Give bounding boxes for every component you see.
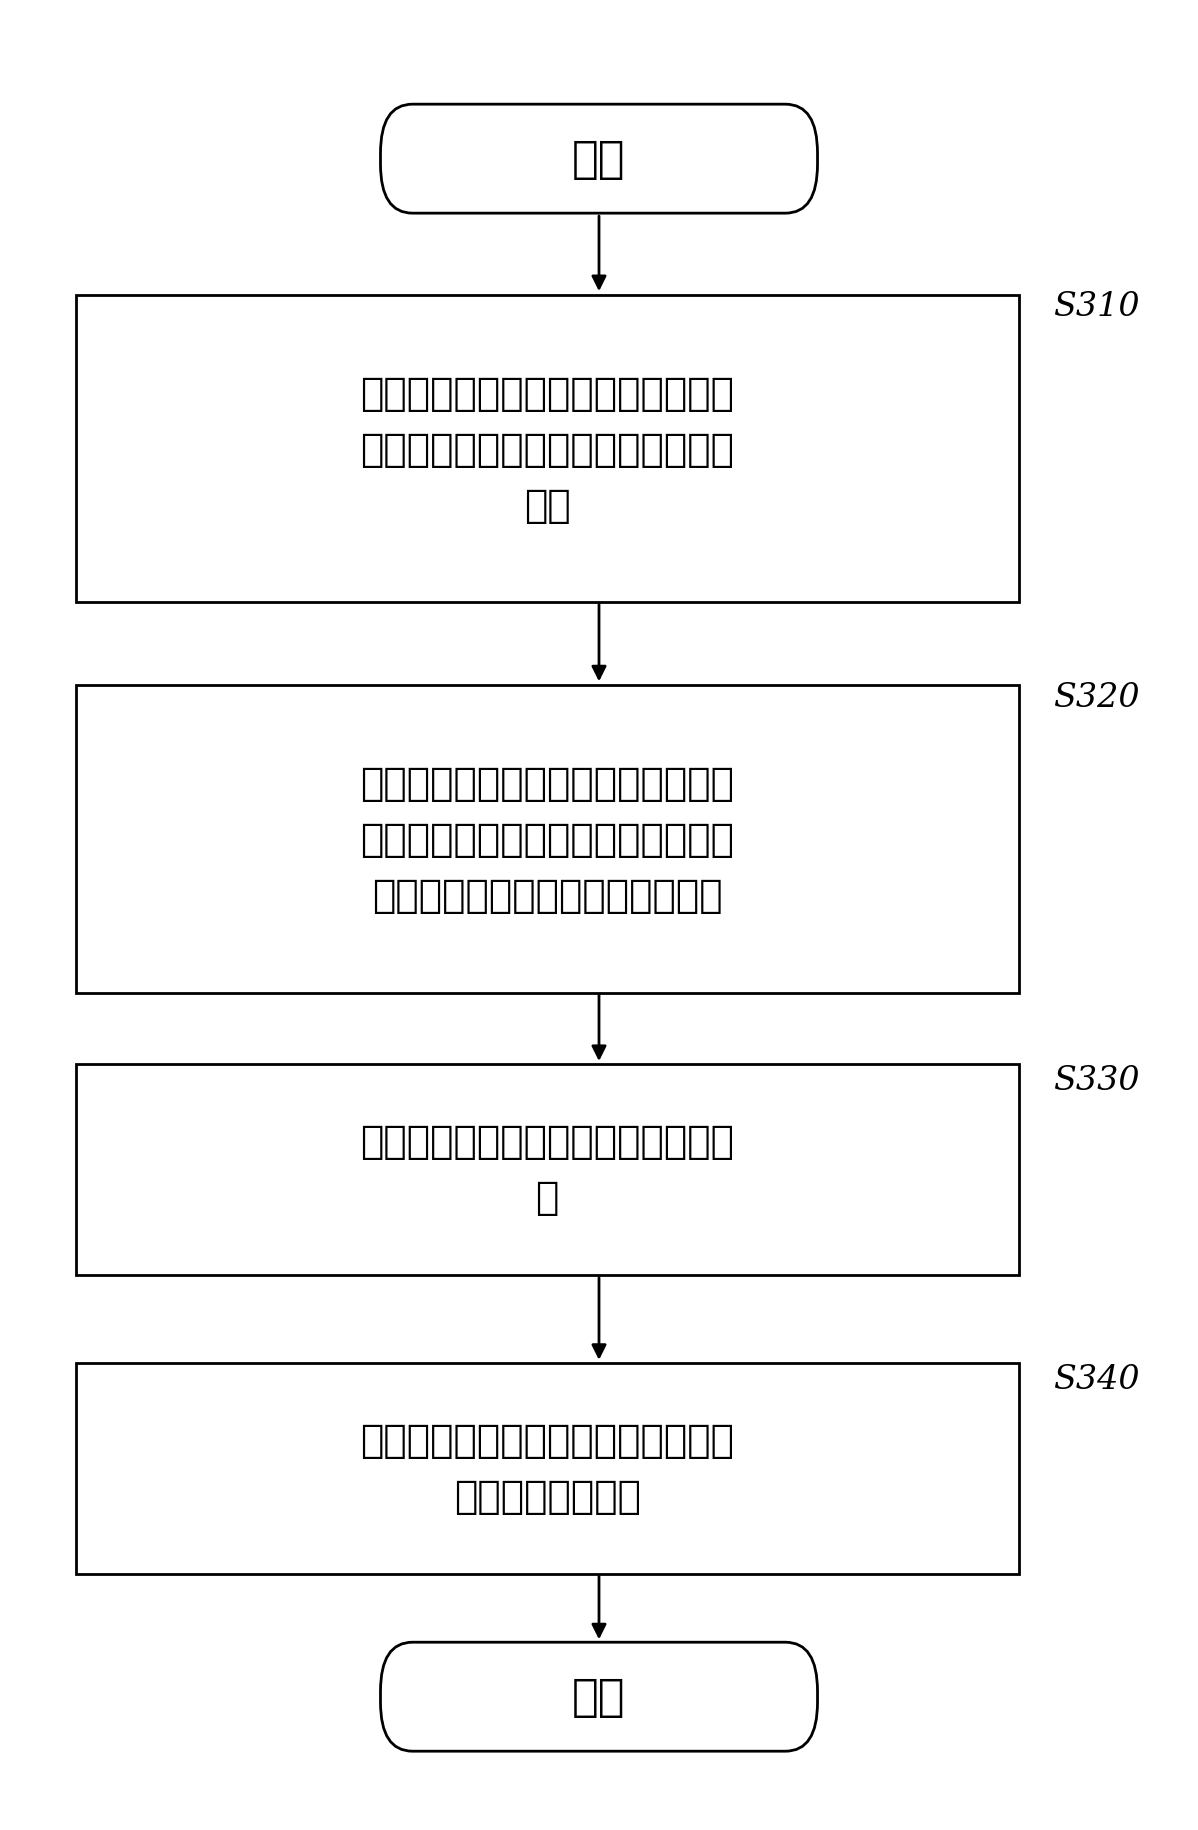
Text: 开始: 开始 xyxy=(573,137,625,181)
Text: S330: S330 xyxy=(1053,1065,1140,1096)
Text: S310: S310 xyxy=(1053,291,1140,324)
Text: 计算在协调世界时间时刻的参考标准
速度值，并将该参考标准速度值以序
列的形式存储到该参考标准文件中: 计算在协调世界时间时刻的参考标准 速度值，并将该参考标准速度值以序 列的形式存储… xyxy=(361,765,734,915)
Bar xyxy=(75,296,1018,604)
Text: S340: S340 xyxy=(1053,1363,1140,1394)
FancyBboxPatch shape xyxy=(381,1642,817,1751)
Text: 结束: 结束 xyxy=(573,1674,625,1718)
Bar xyxy=(75,1065,1018,1276)
Text: 读取参考标准文件中的协调世界时间
、正东方向速度分量和正北方向速度
分量: 读取参考标准文件中的协调世界时间 、正东方向速度分量和正北方向速度 分量 xyxy=(361,375,734,525)
Bar xyxy=(75,686,1018,994)
Text: 计算获得参考标准速度序列和预估速
度序列的均方误差: 计算获得参考标准速度序列和预估速 度序列的均方误差 xyxy=(361,1422,734,1515)
Bar xyxy=(75,1363,1018,1574)
Text: S320: S320 xyxy=(1053,681,1140,714)
FancyBboxPatch shape xyxy=(381,104,817,214)
Text: 读取所述纵向控制模型的预估速度序
列: 读取所述纵向控制模型的预估速度序 列 xyxy=(361,1124,734,1217)
